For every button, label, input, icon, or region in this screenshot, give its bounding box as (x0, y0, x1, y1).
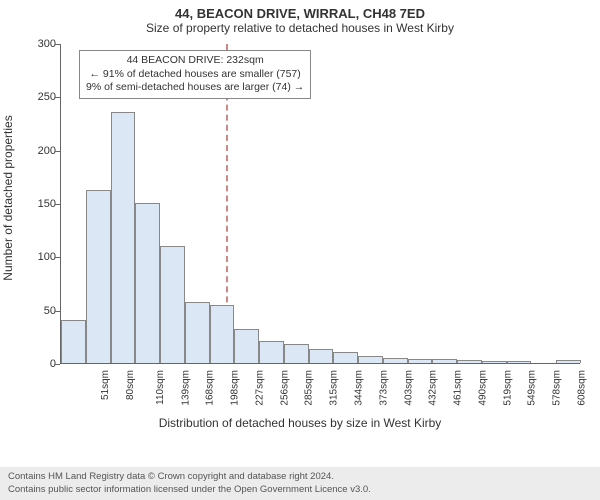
x-tick-label: 549sqm (527, 370, 538, 406)
x-tick-label: 285sqm (304, 370, 315, 406)
y-tick-label: 150 (0, 198, 56, 210)
histogram-bar (383, 358, 408, 363)
x-tick-label: 110sqm (155, 370, 166, 405)
page-subtitle: Size of property relative to detached ho… (0, 21, 600, 37)
histogram-bar (358, 356, 383, 363)
histogram-bar (309, 349, 334, 363)
histogram-bar (234, 329, 259, 363)
x-tick-label: 578sqm (552, 370, 563, 406)
x-tick-label: 432sqm (428, 370, 439, 406)
x-tick-label: 344sqm (354, 370, 365, 406)
x-tick-label: 139sqm (180, 370, 191, 406)
annotation-line2: ← 91% of detached houses are smaller (75… (86, 68, 304, 82)
x-tick-label: 373sqm (378, 370, 389, 406)
histogram-bar (457, 360, 482, 363)
histogram-bar (86, 190, 111, 363)
page-title: 44, BEACON DRIVE, WIRRAL, CH48 7ED (0, 0, 600, 21)
histogram-bar (185, 302, 210, 363)
x-tick-label: 403sqm (403, 370, 414, 406)
x-tick-label: 227sqm (255, 370, 266, 406)
x-tick-label: 608sqm (576, 370, 587, 406)
x-axis-label: Distribution of detached houses by size … (0, 416, 600, 430)
annotation-line3: 9% of semi-detached houses are larger (7… (86, 81, 304, 95)
footer: Contains HM Land Registry data © Crown c… (0, 467, 600, 500)
x-tick-label: 519sqm (502, 370, 513, 406)
annotation-box: 44 BEACON DRIVE: 232sqm ← 91% of detache… (79, 50, 311, 99)
histogram-bar (408, 359, 433, 363)
histogram-chart: Number of detached properties 0501001502… (0, 38, 600, 438)
histogram-bar (210, 305, 235, 363)
y-tick-mark (55, 364, 60, 365)
histogram-bar (482, 361, 507, 363)
y-tick-label: 200 (0, 145, 56, 157)
histogram-bar (333, 352, 358, 363)
y-tick-label: 50 (0, 305, 56, 317)
footer-line2: Contains public sector information licen… (8, 484, 592, 496)
histogram-bar (135, 203, 160, 363)
histogram-bar (160, 246, 185, 363)
x-tick-label: 198sqm (230, 370, 241, 406)
x-tick-label: 168sqm (205, 370, 216, 406)
x-tick-label: 315sqm (329, 370, 340, 406)
x-tick-label: 461sqm (453, 370, 464, 406)
footer-line1: Contains HM Land Registry data © Crown c… (8, 471, 592, 483)
plot-area: 44 BEACON DRIVE: 232sqm ← 91% of detache… (60, 44, 580, 364)
histogram-bar (507, 361, 532, 363)
histogram-bar (432, 359, 457, 363)
y-tick-label: 300 (0, 38, 56, 50)
y-tick-label: 250 (0, 91, 56, 103)
x-tick-label: 490sqm (477, 370, 488, 406)
histogram-bar (111, 112, 136, 363)
histogram-bar (259, 341, 284, 363)
histogram-bar (61, 320, 86, 363)
y-tick-label: 100 (0, 251, 56, 263)
histogram-bar (556, 360, 581, 363)
x-tick-label: 256sqm (279, 370, 290, 406)
x-tick-label: 51sqm (100, 370, 111, 400)
x-tick-label: 80sqm (125, 370, 136, 400)
y-tick-label: 0 (0, 358, 56, 370)
annotation-line1: 44 BEACON DRIVE: 232sqm (86, 54, 304, 68)
histogram-bar (284, 344, 309, 363)
